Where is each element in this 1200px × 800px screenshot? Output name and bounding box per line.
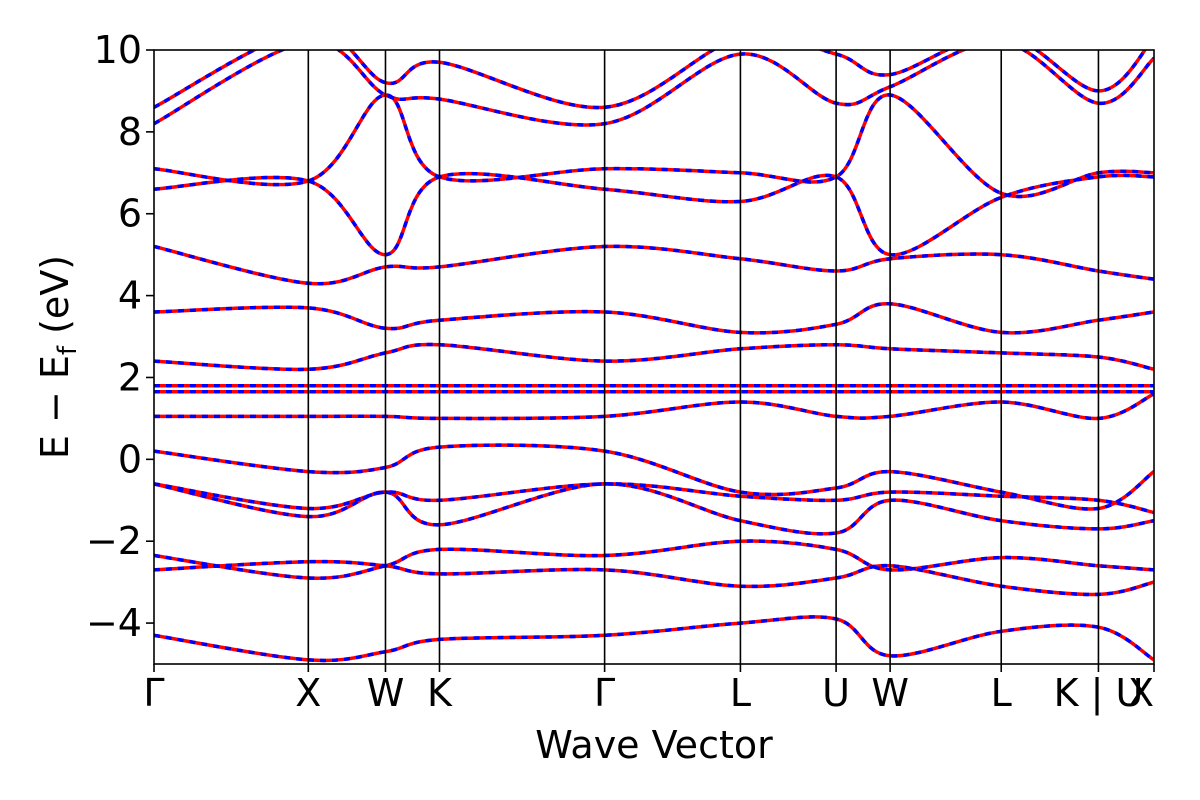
y-tick-label: 2 — [118, 355, 142, 399]
band-line-dashed-6 — [154, 443, 1154, 511]
band-line-dashed-13 — [154, 171, 1154, 257]
band-line-dashed-11 — [154, 302, 1154, 335]
band-line-solid-1 — [154, 615, 1154, 663]
band-line-dashed-10 — [154, 342, 1154, 372]
y-axis-label-unit: (eV) — [33, 255, 77, 346]
y-axis-label: E − Ef (eV) — [33, 255, 83, 459]
y-tick-label: 6 — [118, 192, 142, 236]
x-tick-label: X — [295, 671, 321, 715]
y-axis-label-main: E − E — [33, 355, 77, 459]
x-tick-label: K — [427, 671, 453, 715]
y-tick-label: 10 — [94, 28, 142, 72]
y-tick-label: 8 — [118, 110, 142, 154]
x-tick-label: Γ — [594, 671, 615, 715]
band-line-dashed-7 — [154, 392, 1154, 421]
y-axis-label-subscript: f — [53, 345, 83, 355]
band-line-dashed-14 — [154, 93, 1154, 199]
band-line-solid-14 — [154, 93, 1154, 199]
band-line-dashed-15 — [154, 50, 1154, 127]
plot-frame — [153, 49, 1155, 665]
x-tick-label: L — [730, 671, 751, 715]
x-tick-label: X — [1128, 671, 1154, 715]
band-line-dashed-16 — [154, 50, 1147, 110]
x-tick-label: W — [367, 671, 405, 715]
band-line-solid-13 — [154, 171, 1154, 257]
y-tick-label: −4 — [86, 601, 142, 645]
x-tick-label: K | U — [1054, 671, 1144, 716]
band-line-dashed-3 — [154, 539, 1154, 580]
y-tick-label: 4 — [118, 274, 142, 318]
band-line-solid-3 — [154, 539, 1154, 580]
x-tick-label: L — [991, 671, 1012, 715]
y-axis-ticks: −4 −2 0 2 4 6 8 10 — [86, 28, 154, 645]
x-axis-label: Wave Vector — [535, 723, 773, 767]
band-line-dashed-2 — [154, 559, 1154, 597]
band-line-dashed-1 — [154, 615, 1154, 663]
band-line-solid-10 — [154, 342, 1154, 372]
band-line-solid-5 — [154, 482, 1154, 515]
band-line-solid-6 — [154, 443, 1154, 511]
band-line-solid-12 — [154, 244, 1154, 286]
y-tick-label: 0 — [118, 437, 142, 481]
x-tick-label: W — [871, 671, 909, 715]
bands-layer — [154, 50, 1154, 663]
band-line-solid-15 — [154, 50, 1154, 127]
band-line-solid-16 — [154, 50, 1147, 110]
x-tick-label: Γ — [143, 671, 164, 715]
x-tick-label: U — [822, 671, 850, 715]
y-tick-label: −2 — [86, 519, 142, 563]
band-line-dashed-12 — [154, 244, 1154, 286]
kpoint-lines — [307, 50, 1100, 664]
